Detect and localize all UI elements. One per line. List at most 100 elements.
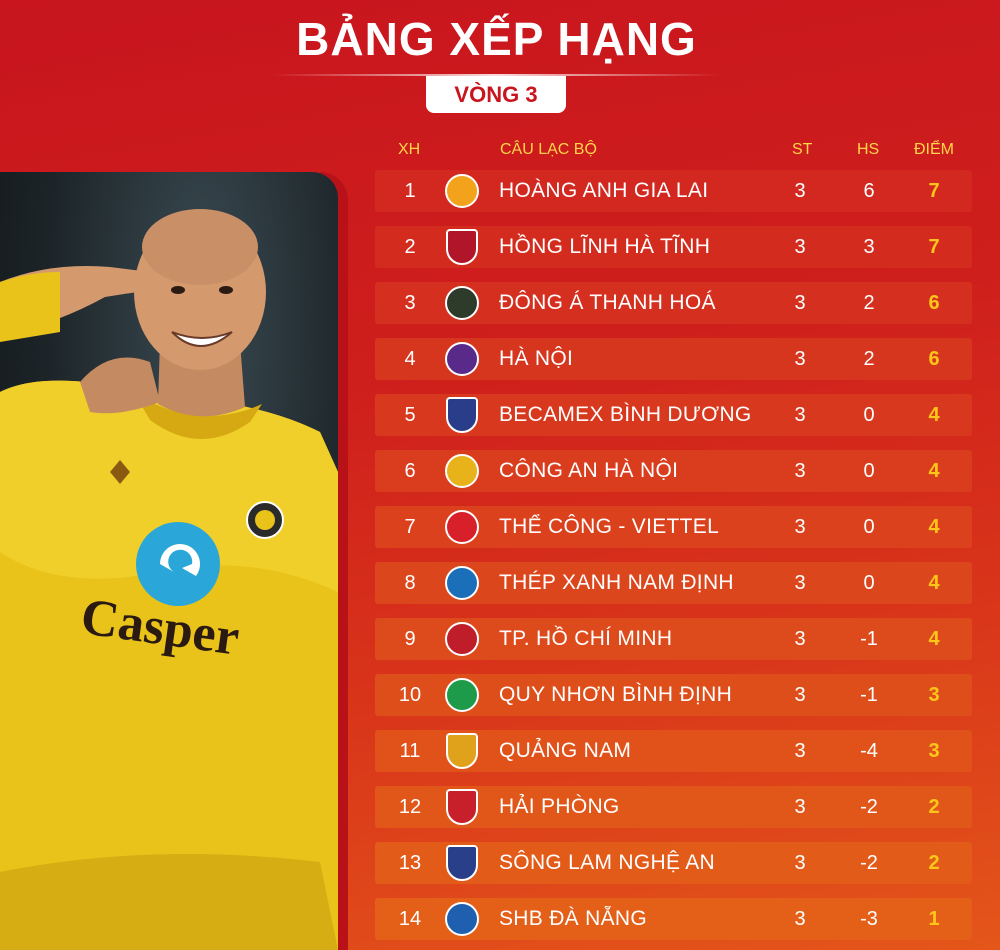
rank-cell: 3	[404, 291, 416, 314]
played-cell: 3	[794, 403, 806, 426]
points-cell: 6	[928, 347, 940, 370]
logo-cell	[443, 618, 481, 660]
played-cell: 3	[794, 683, 806, 706]
table-row: 5 BECAMEX BÌNH DƯƠNG 3 0 4	[375, 394, 972, 436]
played-cell: 3	[794, 515, 806, 538]
goal-diff-cell: -4	[860, 739, 878, 762]
goal-diff-cell: 2	[863, 291, 875, 314]
goal-diff-cell: -2	[860, 795, 878, 818]
played-cell: 3	[794, 459, 806, 482]
hagl-logo-icon	[445, 174, 479, 208]
tp-hcm-logo-icon	[445, 622, 479, 656]
goal-diff-cell: 0	[863, 515, 875, 538]
club-name: THỂ CÔNG - VIETTEL	[499, 515, 720, 538]
club-name: SÔNG LAM NGHỆ AN	[499, 851, 716, 874]
played-cell: 3	[794, 795, 806, 818]
header-points: ĐIỂM	[914, 141, 954, 158]
viettel-logo-icon	[445, 510, 479, 544]
header-diff: HS	[857, 141, 880, 158]
logo-cell	[443, 226, 481, 268]
hong-linh-ha-tinh-logo-icon	[446, 229, 478, 265]
header-rank: XH	[398, 141, 421, 158]
played-cell: 3	[794, 627, 806, 650]
table-row: 2 HỒNG LĨNH HÀ TĨNH 3 3 7	[375, 226, 972, 268]
points-cell: 4	[928, 459, 940, 482]
round-badge: VÒNG 3	[426, 76, 566, 113]
played-cell: 3	[794, 571, 806, 594]
points-cell: 3	[928, 683, 940, 706]
club-name: QUẢNG NAM	[499, 739, 632, 762]
rank-cell: 9	[404, 627, 416, 650]
table-row: 6 CÔNG AN HÀ NỘI 3 0 4	[375, 450, 972, 492]
points-cell: 2	[928, 851, 940, 874]
goal-diff-cell: -3	[860, 907, 878, 930]
goal-diff-cell: -2	[860, 851, 878, 874]
logo-cell	[443, 674, 481, 716]
table-row: 9 TP. HỒ CHÍ MINH 3 -1 4	[375, 618, 972, 660]
played-cell: 3	[794, 179, 806, 202]
club-name: BECAMEX BÌNH DƯƠNG	[499, 403, 752, 426]
title-divider	[270, 74, 720, 76]
cong-an-ha-noi-logo-icon	[445, 454, 479, 488]
club-name: HOÀNG ANH GIA LAI	[499, 179, 709, 202]
played-cell: 3	[794, 851, 806, 874]
goal-diff-cell: -1	[860, 683, 878, 706]
played-cell: 3	[794, 291, 806, 314]
table-row: 13 SÔNG LAM NGHỆ AN 3 -2 2	[375, 842, 972, 884]
hai-phong-logo-icon	[446, 789, 478, 825]
points-cell: 6	[928, 291, 940, 314]
slna-logo-icon	[446, 845, 478, 881]
logo-cell	[443, 394, 481, 436]
logo-cell	[443, 450, 481, 492]
rank-cell: 6	[404, 459, 416, 482]
rank-cell: 11	[399, 739, 421, 762]
da-nang-logo-icon	[445, 902, 479, 936]
goal-diff-cell: 0	[863, 403, 875, 426]
rank-cell: 8	[404, 571, 416, 594]
points-cell: 4	[928, 571, 940, 594]
club-name: SHB ĐÀ NẴNG	[499, 907, 647, 930]
table-row: 10 QUY NHƠN BÌNH ĐỊNH 3 -1 3	[375, 674, 972, 716]
rank-cell: 13	[398, 851, 422, 874]
quang-nam-logo-icon	[446, 733, 478, 769]
club-name: HỒNG LĨNH HÀ TĨNH	[499, 235, 711, 258]
logo-cell	[443, 506, 481, 548]
logo-cell	[443, 562, 481, 604]
binh-dinh-logo-icon	[445, 678, 479, 712]
header-played: ST	[792, 141, 813, 158]
logo-cell	[443, 898, 481, 940]
points-cell: 3	[928, 739, 940, 762]
logo-cell	[443, 842, 481, 884]
played-cell: 3	[794, 739, 806, 762]
club-name: HÀ NỘI	[499, 347, 574, 370]
rank-cell: 5	[404, 403, 416, 426]
ha-noi-logo-icon	[445, 342, 479, 376]
rank-cell: 1	[404, 179, 416, 202]
header-club: CÂU LẠC BỘ	[500, 141, 597, 158]
points-cell: 2	[928, 795, 940, 818]
rank-cell: 2	[404, 235, 416, 258]
club-name: CÔNG AN HÀ NỘI	[499, 459, 679, 482]
logo-cell	[443, 338, 481, 380]
club-name: TP. HỒ CHÍ MINH	[499, 627, 673, 650]
rank-cell: 14	[398, 907, 422, 930]
player-photo: Casper	[0, 172, 338, 950]
rank-cell: 4	[404, 347, 416, 370]
table-row: 3 ĐÔNG Á THANH HOÁ 3 2 6	[375, 282, 972, 324]
goal-diff-cell: 2	[863, 347, 875, 370]
played-cell: 3	[794, 907, 806, 930]
table-row: 8 THÉP XANH NAM ĐỊNH 3 0 4	[375, 562, 972, 604]
logo-cell	[443, 282, 481, 324]
binh-duong-logo-icon	[446, 397, 478, 433]
thanh-hoa-logo-icon	[445, 286, 479, 320]
nam-dinh-logo-icon	[445, 566, 479, 600]
table-row: 11 QUẢNG NAM 3 -4 3	[375, 730, 972, 772]
points-cell: 1	[928, 907, 940, 930]
table-row: 12 HẢI PHÒNG 3 -2 2	[375, 786, 972, 828]
table-row: 14 SHB ĐÀ NẴNG 3 -3 1	[375, 898, 972, 940]
goal-diff-cell: 0	[863, 459, 875, 482]
club-name: THÉP XANH NAM ĐỊNH	[499, 571, 734, 594]
goal-diff-cell: -1	[860, 627, 878, 650]
table-row: 7 THỂ CÔNG - VIETTEL 3 0 4	[375, 506, 972, 548]
points-cell: 4	[928, 515, 940, 538]
